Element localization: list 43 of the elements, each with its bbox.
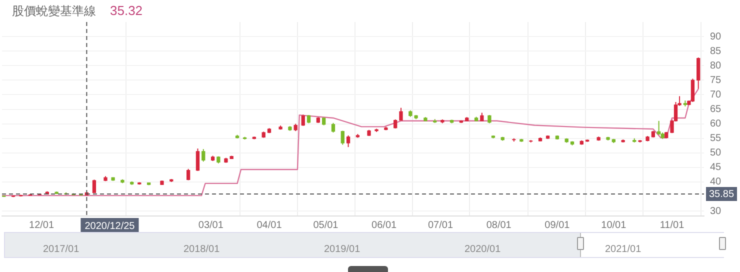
text: 2020/01 [464, 244, 501, 255]
y-tick-label: 65 [710, 104, 722, 116]
candlestick [196, 148, 200, 172]
text: 2018/01 [184, 244, 220, 255]
candlestick [399, 107, 403, 122]
y-tick-label: 55 [710, 133, 722, 144]
y-tick-label: 75 [710, 74, 722, 86]
x-tick-label: 11/01 [660, 220, 685, 231]
y-tick-label: 80 [710, 60, 722, 72]
candlestick [301, 114, 305, 126]
x-tick-label: 04/01 [256, 220, 282, 231]
x-tick-label: 08/01 [486, 220, 512, 231]
y-tick-label: 50 [710, 148, 722, 159]
text: 2017/01 [43, 244, 80, 255]
x-tick-label: 12/01 [29, 220, 54, 231]
text: 2021/01 [605, 244, 642, 255]
x-tick-label: 09/01 [544, 220, 570, 231]
candlestick [394, 118, 398, 129]
candlestick [331, 122, 336, 134]
x-tick-label: 07/01 [428, 220, 454, 231]
candlestick [690, 78, 695, 102]
x-tick-label: 05/01 [313, 220, 339, 231]
candlestick [657, 120, 661, 136]
y-tick-label: 85 [710, 46, 722, 57]
y-tick-label: 30 [710, 206, 722, 217]
y-tick-label: 45 [710, 162, 722, 174]
ref-line-label: 2020/12/25 [84, 220, 136, 232]
ref-line-label: 35.85 [709, 188, 734, 200]
y-tick-label: 40 [710, 176, 722, 188]
text: 2019/01 [324, 244, 360, 255]
y-tick-label: 90 [710, 31, 722, 42]
candlestick [202, 148, 206, 162]
y-tick-label: 60 [710, 118, 722, 130]
chart-subtitle: 35.32 [110, 3, 143, 18]
x-tick-label: 06/01 [372, 220, 397, 231]
candlestick [340, 130, 344, 146]
y-tick-label: 70 [710, 89, 722, 100]
candlestick [696, 56, 700, 90]
candlestick [346, 134, 350, 148]
chart-title: 股價蛻變基準線 [12, 4, 96, 18]
candlestick [92, 179, 96, 194]
x-tick-label: 10/01 [601, 220, 627, 231]
x-tick-label: 03/01 [198, 220, 224, 231]
